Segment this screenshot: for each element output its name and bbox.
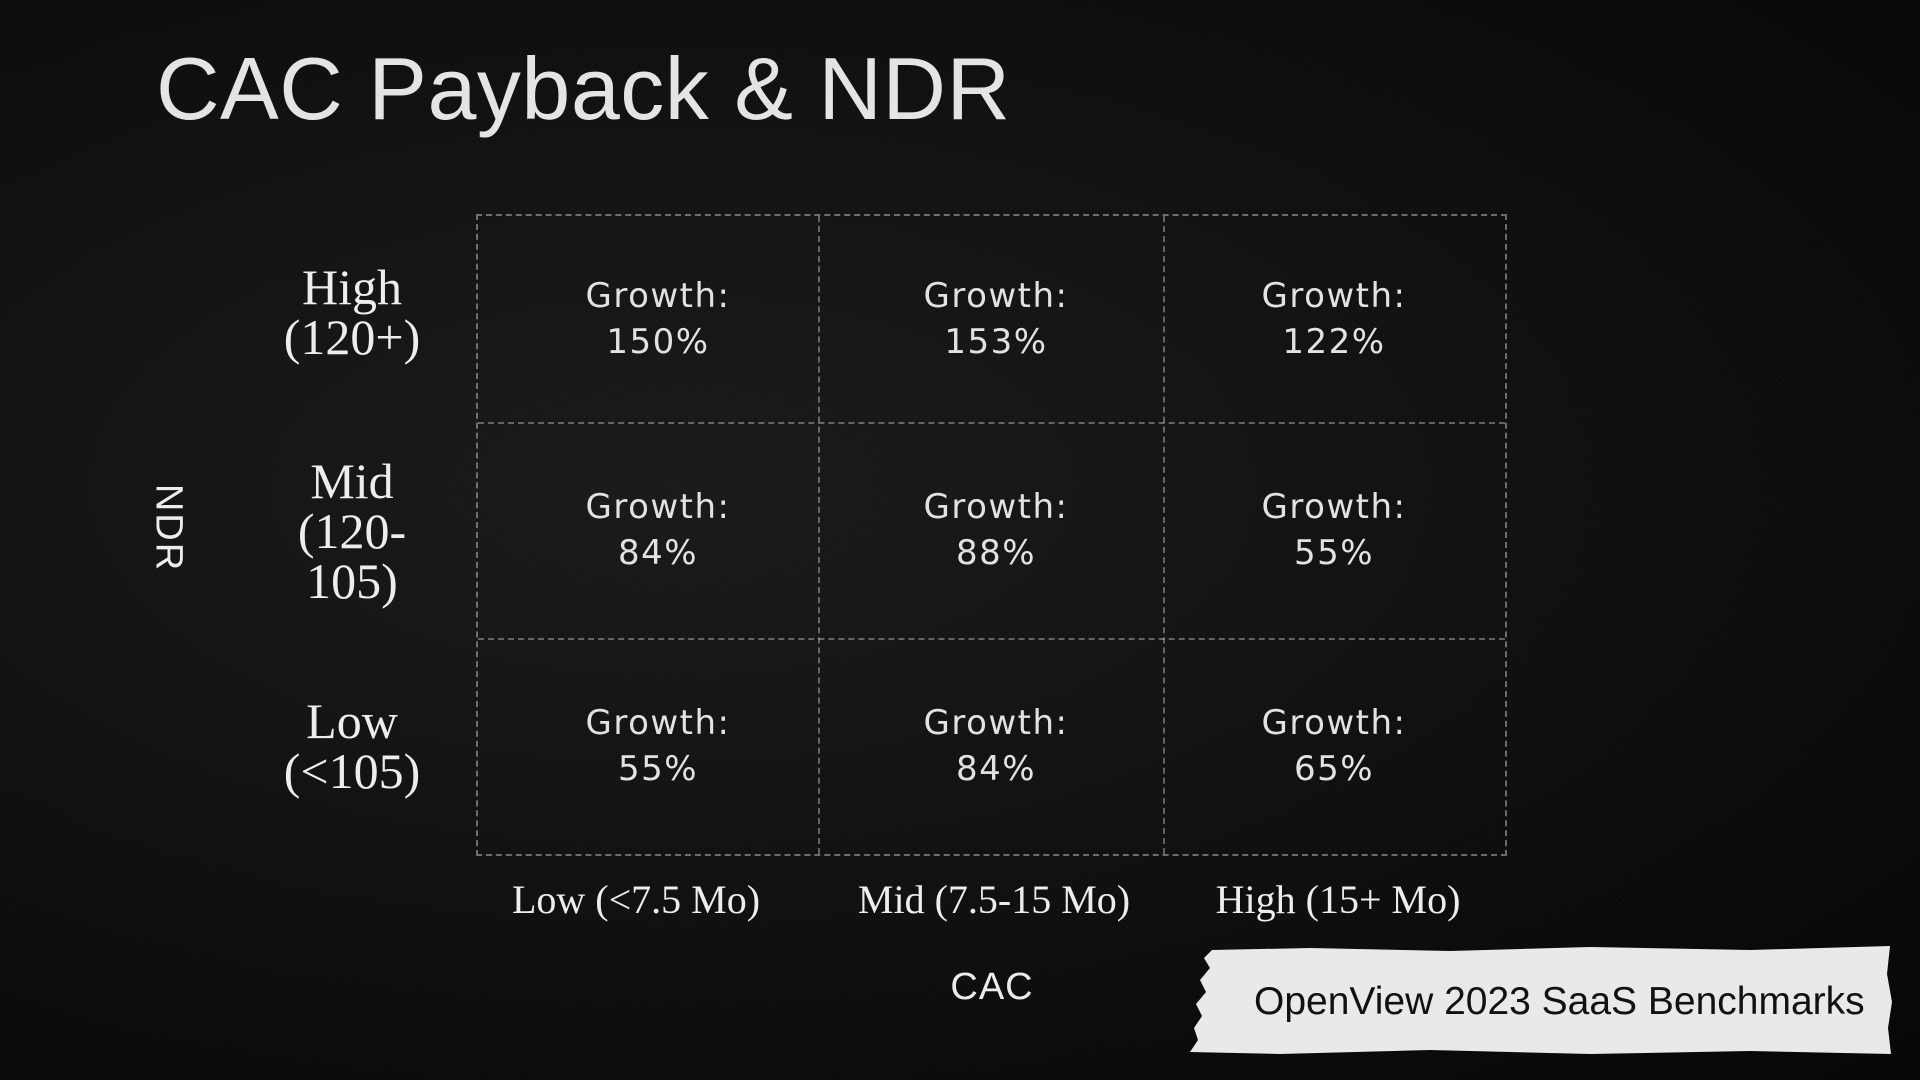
grid-column-divider [818,216,820,854]
matrix-grid: Growth: 150% Growth: 153% Growth: 122% Growth:… [476,214,1507,856]
cell-value: 150% [606,322,710,362]
row-label-line: High [302,259,402,315]
matrix-cell: Growth: 84% [558,484,758,576]
matrix-cell: Growth: 55% [1234,484,1434,576]
cell-label: Growth: [585,487,731,527]
matrix-cell: Growth: 150% [558,273,758,365]
matrix-cell: Growth: 84% [896,700,1096,792]
row-label-line: Mid [310,453,394,509]
cell-label: Growth: [1261,487,1407,527]
row-label-line: (120+) [283,309,421,365]
row-label: Low (<105) [252,696,452,796]
cell-value: 88% [955,533,1037,573]
row-label-line: Low [306,693,398,749]
slide-title: CAC Payback & NDR [156,39,1011,138]
row-label: High (120+) [252,262,452,362]
matrix-cell: Growth: 122% [1234,273,1434,365]
cell-label: Growth: [923,276,1069,316]
cell-value: 55% [617,749,699,789]
cell-label: Growth: [923,703,1069,743]
row-label-line: 105) [306,553,398,609]
cell-label: Growth: [585,703,731,743]
x-axis-label: CAC [950,966,1034,1008]
row-label-line: (<105) [283,743,421,799]
source-note: OpenView 2023 SaaS Benchmarks [1254,980,1865,1023]
torn-paper-shape [1190,946,1892,1054]
cell-value: 122% [1282,322,1386,362]
cell-value: 84% [617,533,699,573]
grid-row-divider [478,422,1505,424]
cell-value: 84% [955,749,1037,789]
column-label: Mid (7.5-15 Mo) [857,877,1131,922]
cell-label: Growth: [1261,276,1407,316]
cell-value: 65% [1293,749,1375,789]
grid-column-divider [1163,216,1165,854]
grid-row-divider [478,638,1505,640]
cell-value: 55% [1293,533,1375,573]
row-label: Mid (120- 105) [252,456,452,606]
matrix-cell: Growth: 153% [896,273,1096,365]
paper-fill [1190,946,1892,1054]
cell-value: 153% [944,322,1048,362]
cell-label: Growth: [923,487,1069,527]
matrix-cell: Growth: 88% [896,484,1096,576]
cell-label: Growth: [585,276,731,316]
y-axis-label: NDR [147,483,190,573]
matrix-cell: Growth: 65% [1234,700,1434,792]
cell-label: Growth: [1261,703,1407,743]
matrix-cell: Growth: 55% [558,700,758,792]
row-label-line: (120- [297,503,407,559]
source-tag: OpenView 2023 SaaS Benchmarks [1190,944,1894,1056]
column-label: Low (<7.5 Mo) [511,877,761,922]
column-label: High (15+ Mo) [1215,877,1461,922]
